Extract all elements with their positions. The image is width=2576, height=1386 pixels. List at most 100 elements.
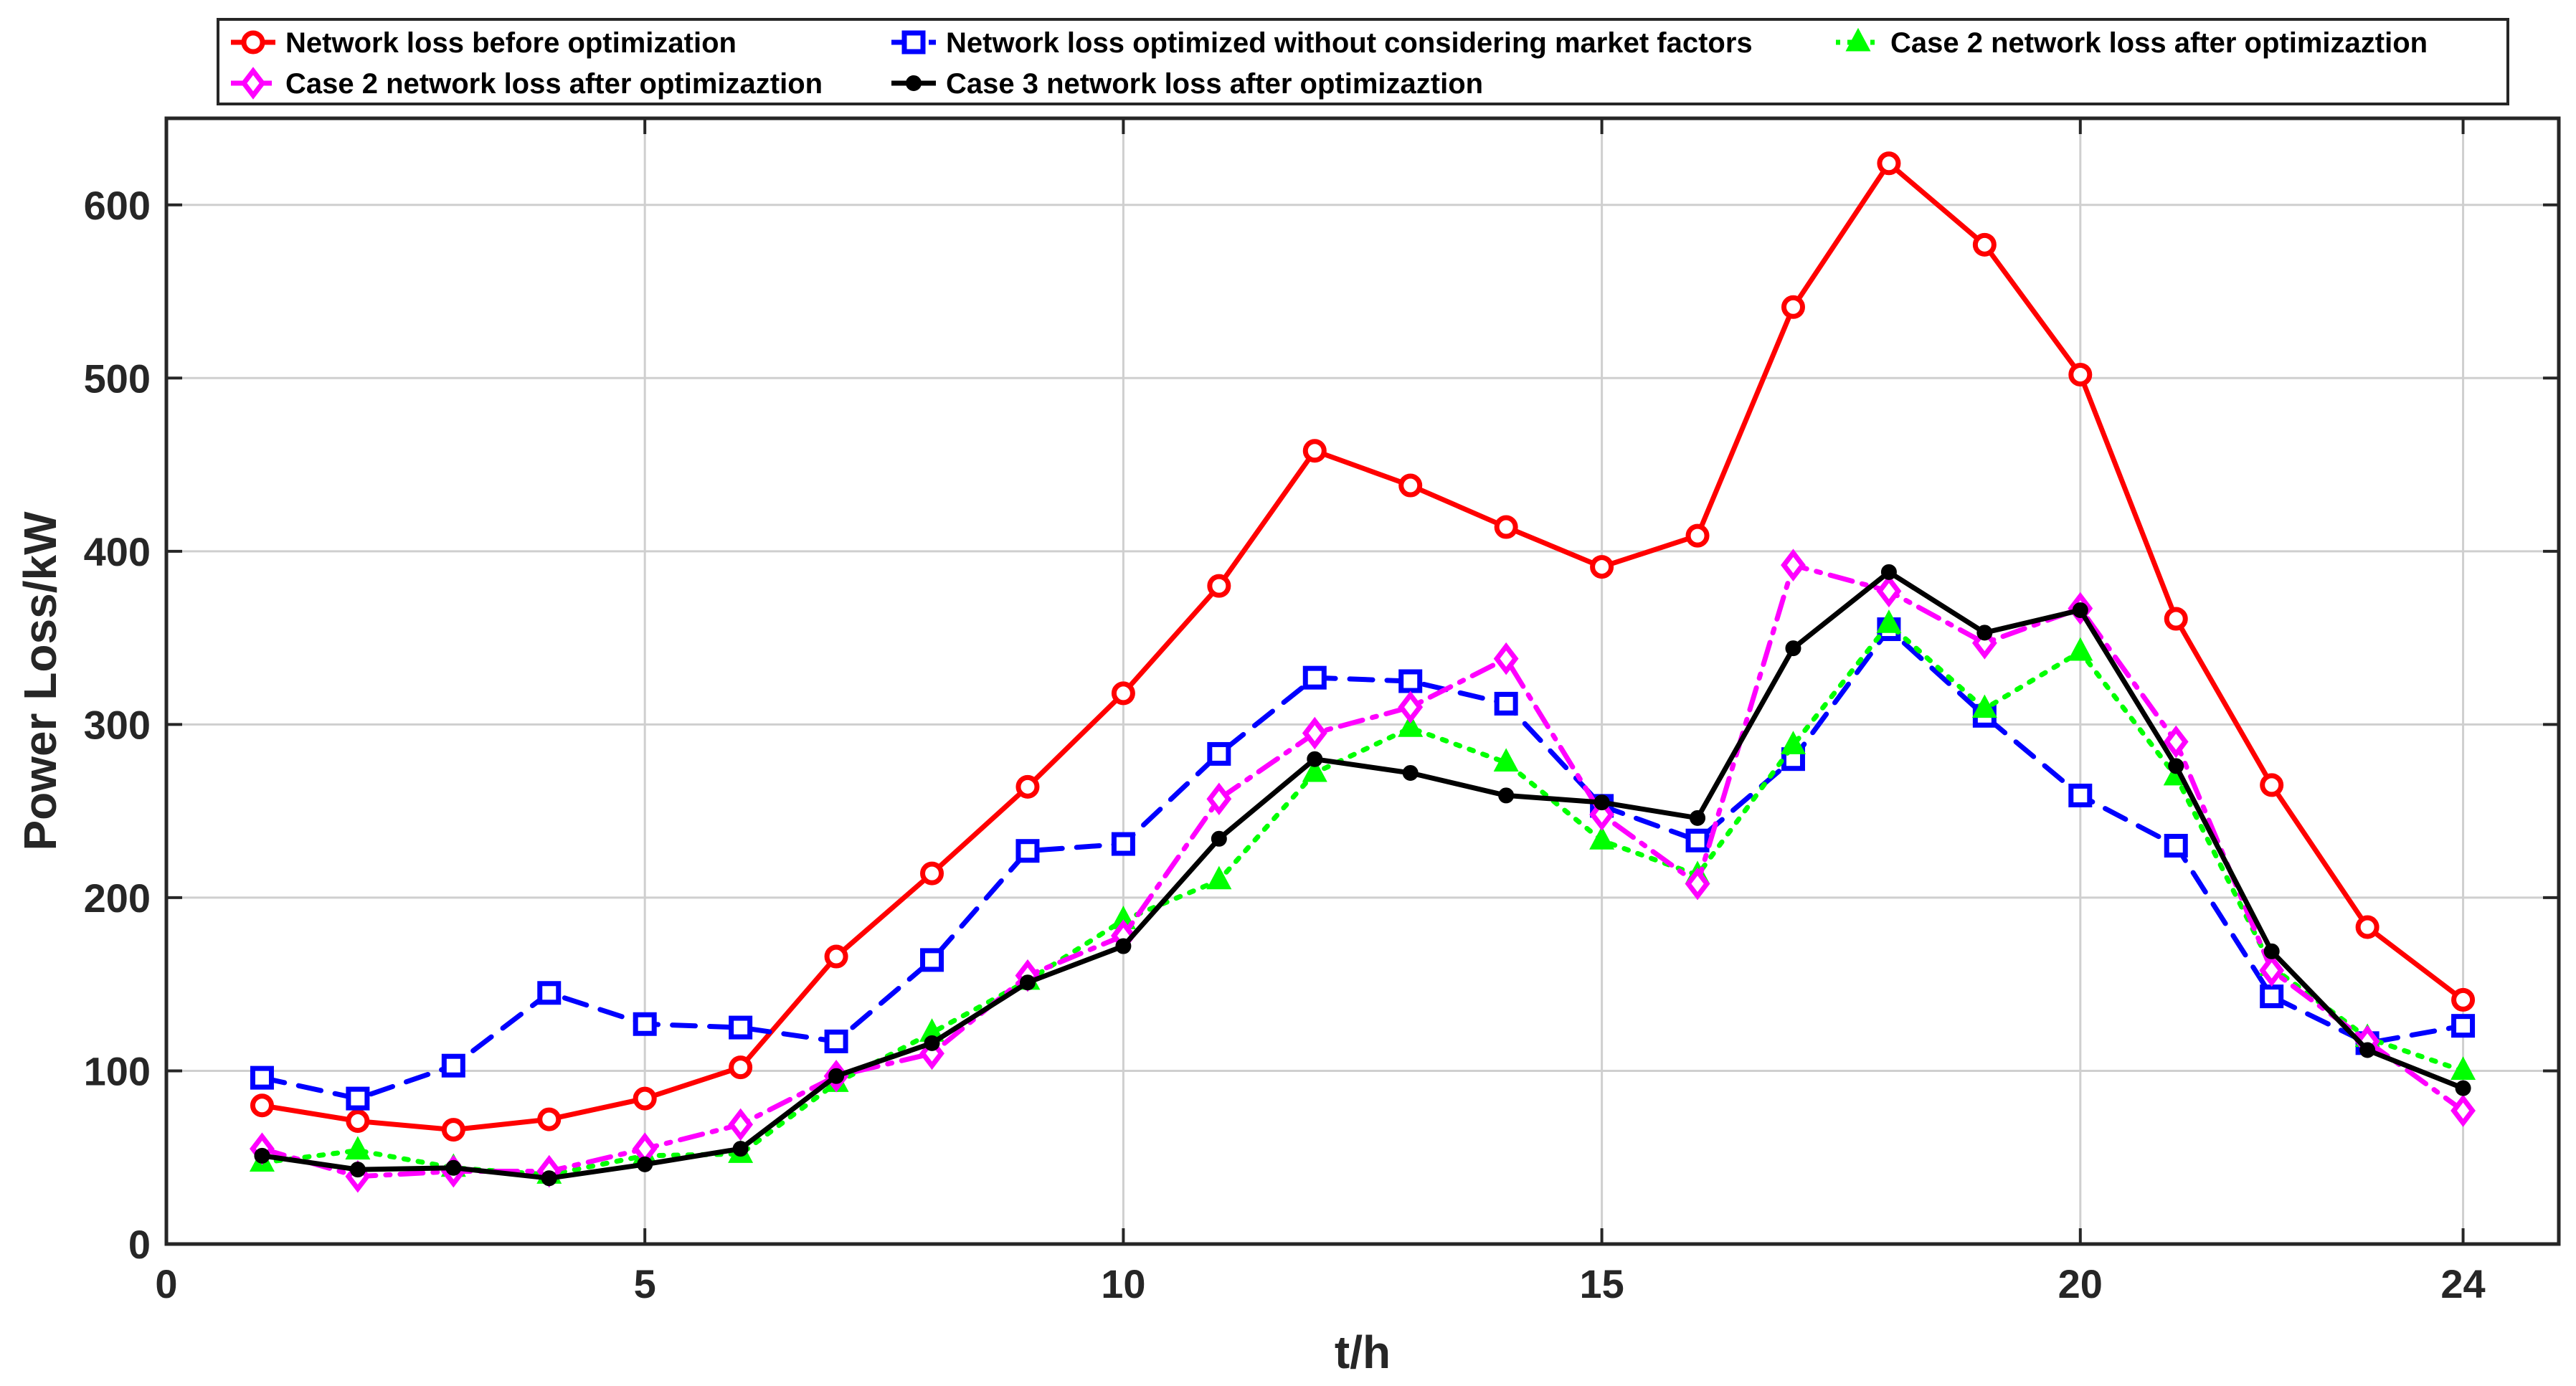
circle-marker bbox=[1015, 774, 1040, 799]
square-marker bbox=[1302, 665, 1327, 690]
diamond-marker bbox=[1398, 690, 1424, 723]
dot-marker bbox=[828, 1068, 845, 1084]
legend-entry: Case 2 network loss after optimizaztion bbox=[1836, 27, 2428, 59]
diamond-marker bbox=[1781, 549, 1806, 582]
dot-marker bbox=[445, 1159, 462, 1176]
triangle-marker bbox=[1302, 758, 1327, 782]
circle-marker bbox=[1111, 681, 1135, 706]
diamond-marker bbox=[1302, 716, 1327, 750]
series-4 bbox=[250, 549, 2476, 1193]
square-marker bbox=[920, 948, 944, 972]
square-marker bbox=[1111, 832, 1135, 856]
square-marker bbox=[441, 1053, 465, 1078]
legend: Network loss before optimization Network … bbox=[217, 18, 2509, 105]
y-tick-label: 100 bbox=[84, 1048, 151, 1093]
circle-marker bbox=[2451, 987, 2476, 1012]
square-marker bbox=[2068, 783, 2093, 807]
legend-entry: Case 2 network loss after optimizaztion bbox=[231, 67, 823, 100]
x-tick-label: 5 bbox=[634, 1261, 656, 1306]
circle-marker bbox=[250, 1093, 274, 1118]
circle-marker bbox=[1207, 574, 1231, 598]
circle-marker bbox=[1398, 473, 1423, 498]
series-line bbox=[259, 569, 2466, 1181]
square-marker bbox=[250, 1065, 274, 1090]
circle-marker bbox=[1685, 523, 1710, 548]
diamond-marker bbox=[1685, 867, 1710, 901]
circle-marker bbox=[1781, 295, 1805, 319]
diamond-marker bbox=[240, 67, 266, 100]
circle-marker bbox=[1877, 151, 1901, 176]
dot-marker bbox=[1498, 787, 1515, 804]
dot-marker bbox=[541, 1170, 557, 1187]
data-series bbox=[249, 151, 2476, 1193]
legend-label: Network loss before optimization bbox=[285, 27, 737, 59]
circle-marker bbox=[2068, 362, 2093, 386]
square-marker bbox=[1685, 828, 1710, 853]
series-line bbox=[259, 627, 2466, 1101]
dot-marker bbox=[2455, 1080, 2471, 1096]
y-axis-title: Power Loss/kW bbox=[14, 511, 66, 851]
legend-label: Network loss optimized without consideri… bbox=[946, 27, 1753, 59]
square-marker bbox=[901, 30, 926, 54]
square-marker bbox=[1015, 839, 1040, 863]
triangle-marker bbox=[1780, 731, 1806, 754]
square-marker bbox=[729, 1015, 753, 1040]
legend-label: Case 2 network loss after optimizaztion bbox=[285, 68, 823, 100]
triangle-marker bbox=[2068, 637, 2093, 661]
legend-label: Case 3 network loss after optimizaztion bbox=[946, 68, 1483, 100]
dot-marker bbox=[1594, 794, 1610, 811]
triangle-marker bbox=[1398, 713, 1424, 737]
dot-marker bbox=[349, 1162, 366, 1178]
diamond-marker bbox=[2450, 1094, 2476, 1127]
dot-marker bbox=[1785, 640, 1801, 657]
diamond-marker bbox=[1493, 642, 1519, 675]
triangle-marker bbox=[1206, 865, 1232, 890]
triangle-marker bbox=[2450, 1056, 2476, 1080]
dot-marker bbox=[1976, 625, 1993, 641]
dot-marker bbox=[2263, 943, 2280, 959]
y-tick-label: 300 bbox=[84, 702, 151, 747]
dot-marker bbox=[1115, 938, 1132, 954]
grid-lines bbox=[166, 118, 2559, 1244]
circle-marker bbox=[441, 1118, 465, 1142]
series-line bbox=[259, 161, 2466, 1133]
x-tick-label: 15 bbox=[1579, 1261, 1624, 1306]
square-marker bbox=[1398, 669, 1423, 693]
dot-marker bbox=[1211, 830, 1227, 847]
square-marker bbox=[346, 1086, 370, 1111]
dot-marker bbox=[1880, 564, 1897, 580]
triangle-marker bbox=[1876, 609, 1902, 633]
y-tick-label: 500 bbox=[84, 356, 151, 401]
square-marker bbox=[2451, 1014, 2476, 1038]
circle-marker bbox=[1972, 232, 1997, 257]
diamond-marker bbox=[1876, 574, 1902, 608]
series-2 bbox=[250, 617, 2476, 1111]
dot-marker bbox=[2072, 602, 2088, 618]
legend-entry: Network loss optimized without consideri… bbox=[891, 27, 1753, 59]
axes bbox=[164, 116, 2561, 1246]
triangle-marker bbox=[1589, 826, 1615, 850]
dot-marker bbox=[1307, 751, 1323, 767]
diamond-marker bbox=[2163, 725, 2189, 759]
series-line bbox=[259, 562, 2466, 1179]
x-tick-label: 20 bbox=[2058, 1261, 2103, 1306]
dot-marker bbox=[1019, 974, 1036, 991]
triangle-marker bbox=[1845, 27, 1871, 52]
diamond-marker bbox=[728, 1108, 754, 1141]
legend-label: Case 2 network loss after optimizaztion bbox=[1890, 27, 2428, 59]
tick-labels: 0 5 10 15 20 24 0 100 200 300 400 500 600 bbox=[84, 183, 2486, 1306]
dot-marker bbox=[1402, 765, 1419, 782]
triangle-marker bbox=[345, 1136, 371, 1160]
series-5 bbox=[254, 564, 2471, 1187]
triangle-marker bbox=[1493, 748, 1519, 772]
square-marker bbox=[2164, 833, 2188, 858]
dot-marker bbox=[924, 1035, 940, 1051]
square-marker bbox=[2260, 984, 2284, 1009]
legend-entry: Network loss before optimization bbox=[231, 27, 737, 59]
square-marker bbox=[633, 1012, 657, 1036]
y-tick-label: 400 bbox=[84, 529, 151, 574]
square-marker bbox=[537, 981, 562, 1005]
diamond-marker bbox=[2259, 954, 2285, 987]
square-marker bbox=[1207, 741, 1231, 766]
